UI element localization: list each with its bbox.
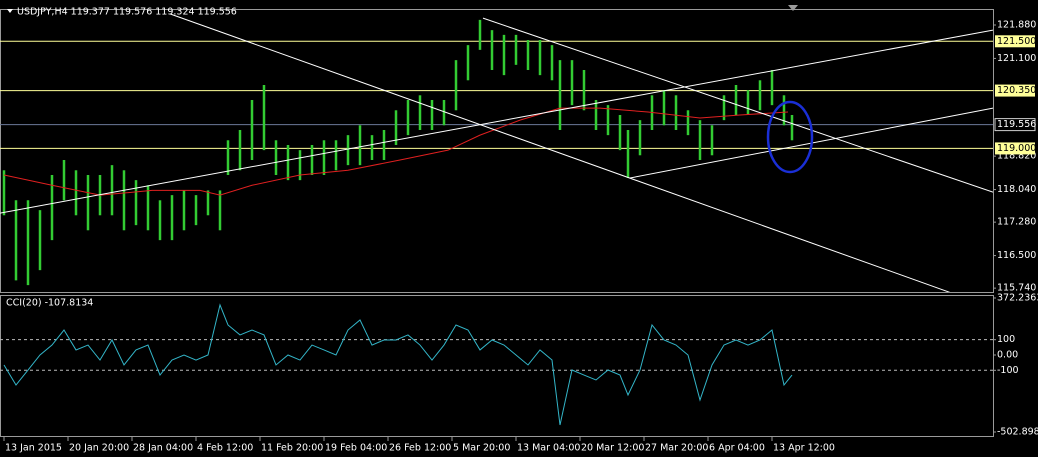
axes: 121.880 121.100 118.820 118.040 117.280 116.5… <box>3 20 1038 454</box>
x-tick-label: 20 Mar 12:00 <box>581 443 644 454</box>
cci-plot <box>0 303 993 426</box>
x-tick-label: 27 Mar 20:00 <box>645 443 708 454</box>
y-tick-label: 121.880 <box>997 20 1036 31</box>
y-tick-label: 121.100 <box>997 53 1036 64</box>
x-tick-label: 11 Feb 20:00 <box>261 443 323 454</box>
level-label: 120.350 <box>997 85 1036 96</box>
cci-panel-frame <box>0 295 994 437</box>
highlight-ellipse <box>766 100 814 174</box>
level-label: 121.500 <box>997 36 1036 47</box>
level-label-box <box>995 142 1035 155</box>
x-tick-label: 5 Mar 20:00 <box>453 443 510 454</box>
y-tick-label: 372.2363 <box>997 293 1038 304</box>
x-tick-label: 20 Jan 20:00 <box>69 443 129 454</box>
cci-line <box>3 303 793 426</box>
x-tick-label: 13 Apr 12:00 <box>773 443 835 454</box>
level-label: 119.000 <box>997 143 1036 154</box>
indicator-title: CCI(20) -107.8134 <box>6 298 93 309</box>
y-tick-label: 0.00 <box>997 349 1018 360</box>
trendline <box>0 29 993 214</box>
moving-average <box>3 107 789 196</box>
x-tick-label: 4 Feb 12:00 <box>197 443 253 454</box>
y-tick-label: -502.8983 <box>997 427 1038 438</box>
trendline <box>169 13 951 292</box>
y-tick-label: 118.040 <box>997 184 1036 195</box>
x-tick-label: 13 Jan 2015 <box>5 443 62 454</box>
y-tick-label: 116.500 <box>997 250 1036 261</box>
trendline <box>482 17 993 193</box>
x-tick-label: 26 Feb 12:00 <box>389 443 451 454</box>
menu-arrow <box>7 9 13 13</box>
y-tick-label: -100 <box>997 365 1019 376</box>
current-price-label: 119.556 <box>997 119 1036 130</box>
level-label-box <box>995 35 1035 48</box>
price-panel-frame <box>0 9 994 293</box>
y-tick-label: 118.820 <box>997 151 1036 162</box>
chart-title: USDJPY,H4 119.377 119.576 119.324 119.55… <box>17 7 237 18</box>
shift-marker <box>788 5 798 11</box>
x-tick-label: 28 Jan 04:00 <box>133 443 193 454</box>
x-tick-label: 13 Mar 04:00 <box>517 443 580 454</box>
y-tick-label: 115.740 <box>997 283 1036 294</box>
y-tick-label: 100 <box>997 334 1015 345</box>
x-tick-label: 6 Apr 04:00 <box>709 443 765 454</box>
current-price-box <box>994 118 1036 132</box>
level-label-box <box>995 84 1035 97</box>
x-tick-label: 19 Feb 04:00 <box>325 443 387 454</box>
y-tick-label: 117.280 <box>997 217 1036 228</box>
price-plot <box>0 13 993 292</box>
